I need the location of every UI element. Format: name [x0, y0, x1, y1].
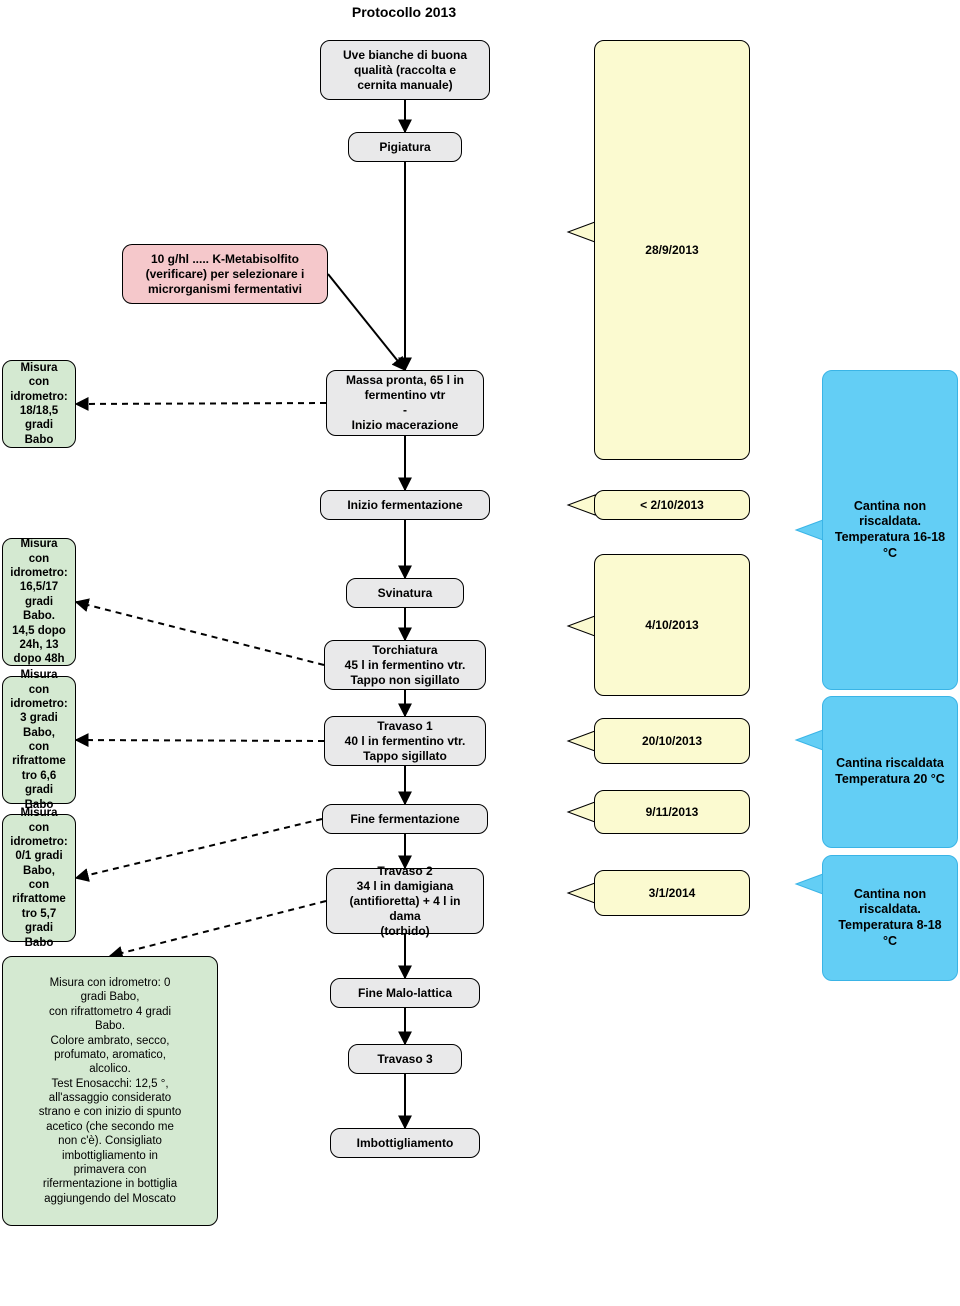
node-pk: 10 g/hl ..... K-Metabisolfito (verificar…: [122, 244, 328, 304]
node-b2: Cantina riscaldata Temperatura 20 °C: [822, 696, 958, 848]
node-n2: Pigiatura: [348, 132, 462, 162]
node-b1: Cantina non riscaldata. Temperatura 16-1…: [822, 370, 958, 690]
node-g3: Misura con idrometro: 3 gradi Babo, con …: [2, 676, 76, 804]
node-y5: 9/11/2013: [594, 790, 750, 834]
node-n9: Travaso 2 34 l in damigiana (antifiorett…: [326, 868, 484, 934]
node-g4: Misura con idrometro: 0/1 gradi Babo, co…: [2, 814, 76, 942]
node-n1: Uve bianche di buona qualità (raccolta e…: [320, 40, 490, 100]
node-g5: Misura con idrometro: 0 gradi Babo, con …: [2, 956, 218, 1226]
node-y4: 20/10/2013: [594, 718, 750, 764]
node-g2: Misura con idrometro: 16,5/17 gradi Babo…: [2, 538, 76, 666]
node-n3: Massa pronta, 65 l in fermentino vtr - I…: [326, 370, 484, 436]
page-title: Protocollo 2013: [334, 4, 474, 20]
node-n7: Travaso 1 40 l in fermentino vtr. Tappo …: [324, 716, 486, 766]
node-n10: Fine Malo-lattica: [330, 978, 480, 1008]
node-y1: 28/9/2013: [594, 40, 750, 460]
node-n8: Fine fermentazione: [322, 804, 488, 834]
node-n6: Torchiatura 45 l in fermentino vtr. Tapp…: [324, 640, 486, 690]
node-b3: Cantina non riscaldata. Temperatura 8-18…: [822, 855, 958, 981]
node-y6: 3/1/2014: [594, 870, 750, 916]
node-n5: Svinatura: [346, 578, 464, 608]
diagram-canvas: Protocollo 2013 Uve bianche di buona qua…: [0, 0, 960, 1306]
node-n12: Imbottigliamento: [330, 1128, 480, 1158]
node-n4: Inizio fermentazione: [320, 490, 490, 520]
node-y3: 4/10/2013: [594, 554, 750, 696]
node-g1: Misura con idrometro: 18/18,5 gradi Babo: [2, 360, 76, 448]
node-n11: Travaso 3: [348, 1044, 462, 1074]
node-y2: < 2/10/2013: [594, 490, 750, 520]
